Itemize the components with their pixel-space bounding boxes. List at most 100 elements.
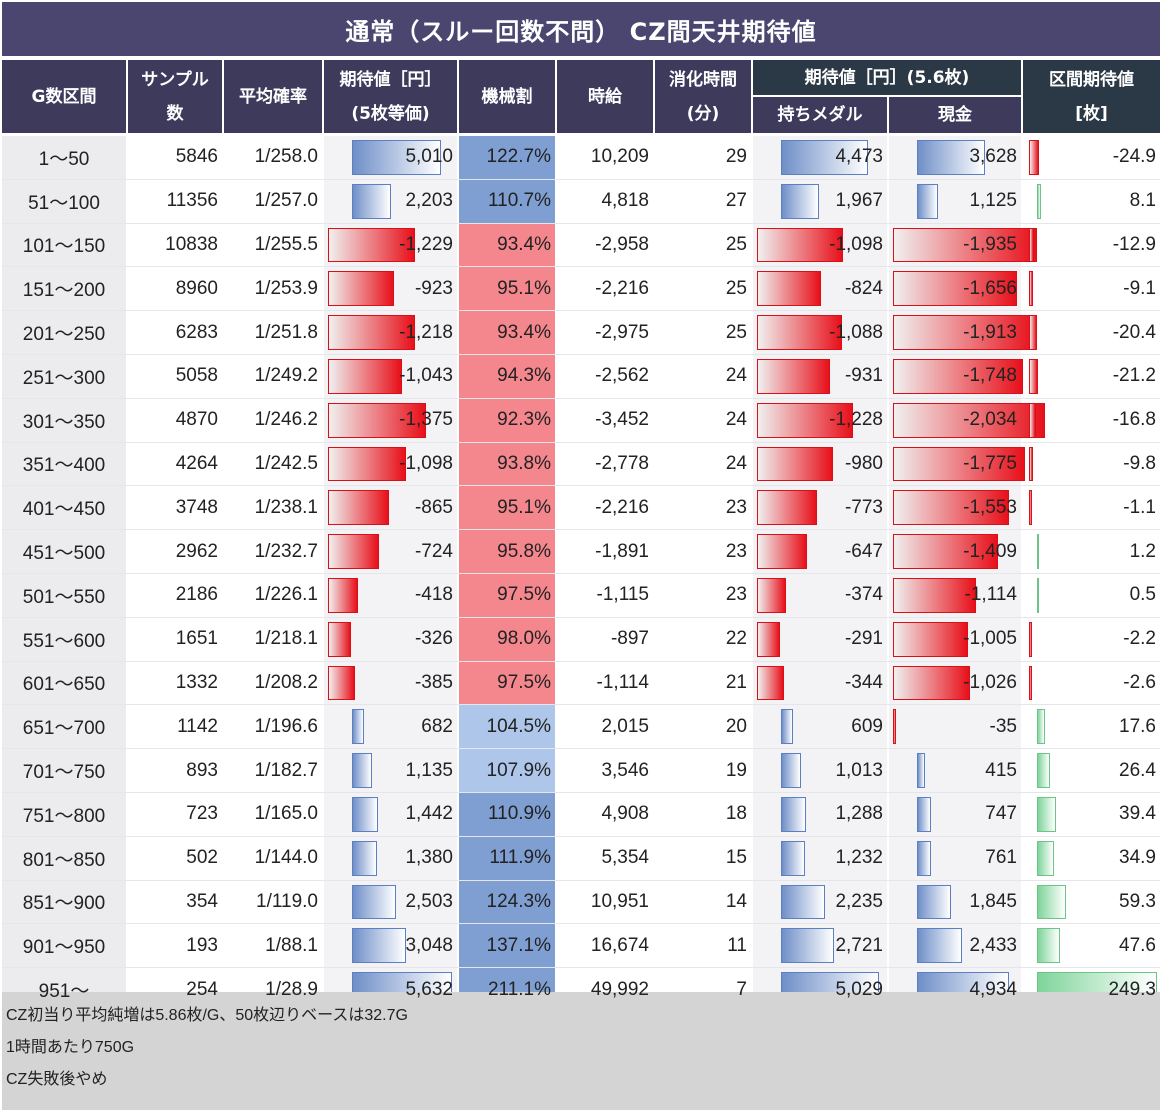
section-ev-cell: 1.2 — [1023, 530, 1160, 573]
sample-cell: 8960 — [128, 267, 222, 310]
sample-cell: 5058 — [128, 355, 222, 398]
hourly-cell: -2,216 — [557, 267, 653, 310]
sample-cell: 4264 — [128, 443, 222, 486]
section-ev-bar — [1029, 621, 1032, 657]
time-cell: 7 — [655, 968, 751, 1011]
g-range-cell: 351～400 — [2, 442, 126, 486]
table-body: 1～50 5846 1/258.0 5,010 122.7% 10,209 29 4,473 3… — [2, 136, 1160, 1012]
payout-cell: 110.9% — [459, 792, 555, 836]
sample-cell: 1332 — [128, 662, 222, 705]
cash-cell-value: -35 — [989, 715, 1017, 737]
section-ev-cell: -2.6 — [1023, 662, 1160, 705]
hourly-cell: 10,951 — [557, 881, 653, 924]
g-range-cell: 151～200 — [2, 267, 126, 311]
header-section-ev: 区間期待値 [枚] — [1023, 60, 1160, 133]
time-cell: 29 — [655, 136, 751, 179]
hourly-cell: 49,992 — [557, 968, 653, 1011]
ev-cell-value: -1,229 — [399, 233, 453, 255]
notes-panel: CZ初当り平均純増は5.86枚/G、50枚辺りベースは32.7G 1時間あたり7… — [2, 992, 1160, 1110]
g-range-cell: 101～150 — [2, 223, 126, 267]
time-cell: 23 — [655, 574, 751, 617]
payout-cell: 93.4% — [459, 311, 555, 354]
ev-bar — [352, 796, 378, 832]
ev-cell-value: -923 — [414, 277, 453, 299]
medal-cell: 1,232 — [753, 836, 887, 880]
table-row: 551～600 1651 1/218.1 -326 98.0% -897 22 -291 -1,… — [2, 617, 1160, 662]
cash-cell: -1,935 — [889, 223, 1038, 267]
sample-cell: 2962 — [128, 530, 222, 573]
sample-cell: 502 — [128, 837, 222, 880]
medal-cell-value: -291 — [844, 628, 883, 650]
payout-cell-value: 97.5% — [497, 671, 551, 693]
cash-cell: -1,553 — [889, 486, 1021, 530]
hourly-cell: 2,015 — [557, 705, 653, 748]
section-ev-cell-value: 26.4 — [1119, 759, 1156, 781]
medal-cell-value: -647 — [844, 540, 883, 562]
avg-prob-cell-value: 1/144.0 — [254, 847, 318, 869]
hourly-cell-value: -897 — [610, 628, 649, 650]
avg-prob-cell-value: 1/119.0 — [256, 890, 318, 912]
hourly-cell: -1,114 — [557, 662, 653, 705]
g-range-cell: 651～700 — [2, 705, 126, 749]
hourly-cell-value: -2,958 — [595, 233, 649, 255]
cash-bar — [917, 753, 925, 788]
avg-prob-cell: 1/208.2 — [224, 662, 322, 705]
medal-cell-value: -824 — [844, 277, 883, 299]
ev-cell-value: 1,442 — [405, 803, 453, 825]
page-title: 通常（スルー回数不問） CZ間天井期待値 — [2, 2, 1160, 56]
ev-bar — [328, 402, 426, 438]
sample-cell: 354 — [128, 881, 222, 924]
hourly-cell: -2,778 — [557, 443, 653, 486]
medal-cell-value: -344 — [844, 671, 883, 693]
g-range-cell: 601～650 — [2, 661, 126, 705]
section-ev-cell-value: -24.9 — [1112, 146, 1156, 168]
section-ev-bar — [1029, 402, 1036, 438]
cash-bar — [893, 490, 1009, 526]
sample-cell: 11356 — [128, 180, 222, 223]
time-cell: 18 — [655, 793, 751, 836]
ev-bar — [328, 271, 394, 307]
hourly-cell: -2,958 — [557, 224, 653, 267]
avg-prob-cell-value: 1/218.1 — [254, 628, 318, 650]
avg-prob-cell: 1/251.8 — [224, 311, 322, 354]
hourly-cell: -2,216 — [557, 486, 653, 529]
cash-bar — [917, 140, 985, 175]
medal-cell: -344 — [753, 661, 887, 705]
cash-bar — [893, 534, 999, 569]
medal-bar — [781, 928, 835, 964]
avg-prob-cell: 1/242.5 — [224, 443, 322, 486]
sample-cell: 193 — [128, 924, 222, 967]
avg-prob-cell: 1/249.2 — [224, 355, 322, 398]
sample-cell-value: 3748 — [175, 496, 218, 518]
section-ev-cell: -9.8 — [1023, 443, 1160, 486]
time-cell: 22 — [655, 618, 751, 661]
time-cell-value: 19 — [725, 759, 747, 781]
sample-cell-value: 6283 — [175, 321, 218, 343]
ev-cell: 5,010 — [324, 136, 457, 179]
header-ev: 期待値［円］ (5枚等価) — [324, 60, 457, 133]
payout-cell: 95.1% — [459, 486, 555, 530]
time-cell: 24 — [655, 399, 751, 442]
g-range-cell: 451～500 — [2, 530, 126, 573]
cash-bar — [893, 271, 1017, 307]
medal-cell: -931 — [753, 354, 887, 398]
sample-cell: 10838 — [128, 224, 222, 267]
medal-cell-value: -1,088 — [829, 321, 883, 343]
ev-cell: 1,135 — [324, 749, 457, 792]
time-cell: 15 — [655, 837, 751, 880]
section-ev-bar — [1029, 358, 1038, 394]
medal-cell: 1,013 — [753, 749, 887, 792]
header-cash: 現金 — [889, 97, 1021, 133]
payout-cell: 95.8% — [459, 530, 555, 573]
avg-prob-cell-value: 1/257.0 — [254, 190, 318, 212]
medal-cell: -980 — [753, 442, 887, 486]
payout-cell-value: 93.4% — [497, 321, 551, 343]
payout-cell-value: 95.1% — [497, 277, 551, 299]
section-ev-cell-value: 0.5 — [1129, 584, 1156, 606]
hourly-cell: -3,452 — [557, 399, 653, 442]
g-range-cell-value: 201～250 — [22, 324, 106, 346]
ev-bar — [328, 534, 380, 569]
avg-prob-cell-value: 1/238.1 — [254, 496, 318, 518]
hourly-cell-value: 4,818 — [601, 190, 649, 212]
section-ev-cell-value: -20.4 — [1112, 321, 1156, 343]
